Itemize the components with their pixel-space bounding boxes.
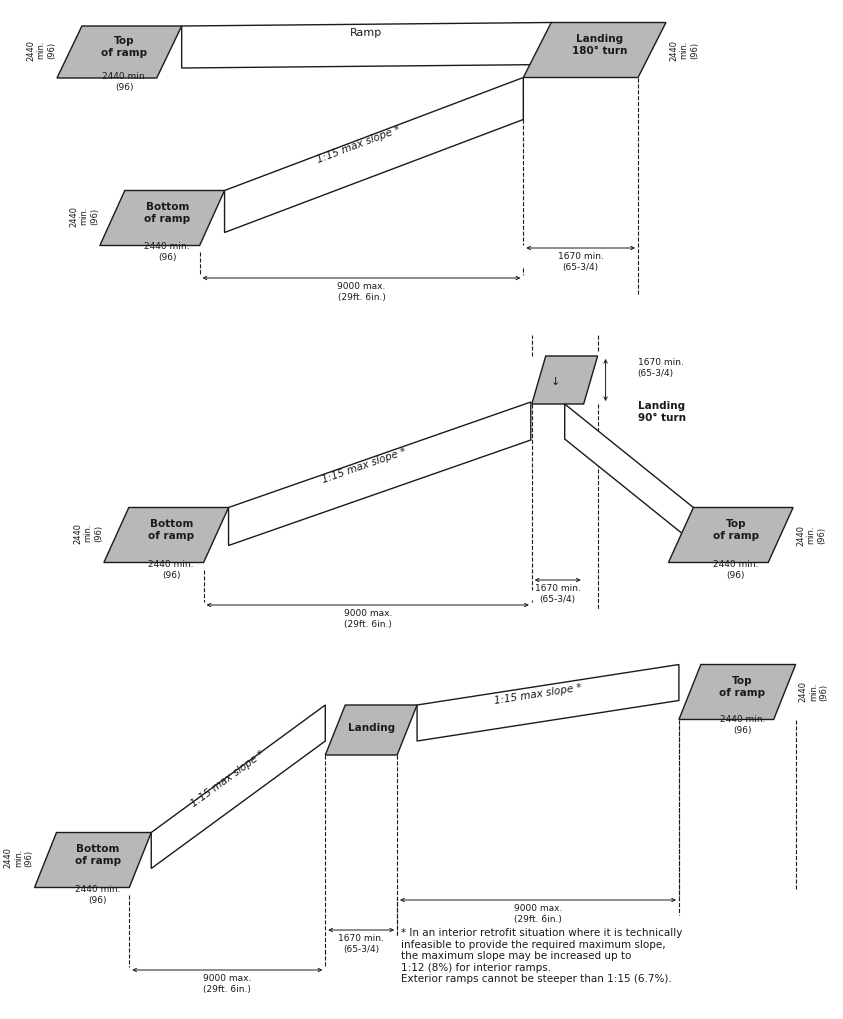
Text: Top
of ramp: Top of ramp xyxy=(712,520,759,541)
Polygon shape xyxy=(679,664,796,719)
Text: 9000 max.
(29ft. 6in.): 9000 max. (29ft. 6in.) xyxy=(514,904,562,923)
Text: Ramp: Ramp xyxy=(351,29,383,39)
Text: Landing
90° turn: Landing 90° turn xyxy=(637,401,685,423)
Polygon shape xyxy=(325,705,417,755)
Polygon shape xyxy=(532,356,598,404)
Text: 1670 min.
(65-3/4): 1670 min. (65-3/4) xyxy=(558,253,604,272)
Text: 2440
min.
(96): 2440 min. (96) xyxy=(69,206,99,226)
Polygon shape xyxy=(99,191,224,246)
Polygon shape xyxy=(104,507,228,562)
Text: 1670 min.
(65-3/4): 1670 min. (65-3/4) xyxy=(534,584,581,603)
Text: 9000 max.
(29ft. 6in.): 9000 max. (29ft. 6in.) xyxy=(337,282,385,302)
Polygon shape xyxy=(151,705,325,868)
Text: ↓: ↓ xyxy=(551,377,561,387)
Text: 1:15 max slope *: 1:15 max slope * xyxy=(321,446,408,485)
Polygon shape xyxy=(417,664,679,741)
Text: 1:15 max slope *: 1:15 max slope * xyxy=(316,124,402,165)
Text: 9000 max.
(29ft. 6in.): 9000 max. (29ft. 6in.) xyxy=(203,974,251,994)
Text: Bottom
of ramp: Bottom of ramp xyxy=(75,844,121,866)
Text: 2440 min.
(96): 2440 min. (96) xyxy=(101,72,147,92)
Text: 2440
min.
(96): 2440 min. (96) xyxy=(796,525,826,545)
Text: * In an interior retrofit situation where it is technically
infeasible to provid: * In an interior retrofit situation wher… xyxy=(401,928,683,984)
Text: Top
of ramp: Top of ramp xyxy=(101,37,148,58)
Text: 9000 max.
(29ft. 6in.): 9000 max. (29ft. 6in.) xyxy=(343,609,392,629)
Text: 1670 min.
(65-3/4): 1670 min. (65-3/4) xyxy=(338,934,384,954)
Text: 1:15 max slope *: 1:15 max slope * xyxy=(493,683,583,706)
Text: 2440
min.
(96): 2440 min. (96) xyxy=(3,848,34,868)
Text: 2440 min.
(96): 2440 min. (96) xyxy=(75,886,121,905)
Text: 1:15 max slope *: 1:15 max slope * xyxy=(190,749,267,809)
Polygon shape xyxy=(524,22,666,77)
Text: Top
of ramp: Top of ramp xyxy=(719,677,765,698)
Polygon shape xyxy=(228,403,531,545)
Text: 2440 min.
(96): 2440 min. (96) xyxy=(720,715,765,735)
Polygon shape xyxy=(57,26,181,78)
Polygon shape xyxy=(565,404,694,542)
Polygon shape xyxy=(181,22,551,68)
Text: 2440
min.
(96): 2440 min. (96) xyxy=(798,682,829,702)
Text: 2440 min.
(96): 2440 min. (96) xyxy=(713,560,759,580)
Text: 1670 min.
(65-3/4): 1670 min. (65-3/4) xyxy=(637,359,684,378)
Text: Landing
180° turn: Landing 180° turn xyxy=(572,35,627,56)
Text: 2440 min.
(96): 2440 min. (96) xyxy=(144,243,190,262)
Text: 2440 min.
(96): 2440 min. (96) xyxy=(148,560,194,580)
Polygon shape xyxy=(35,833,151,888)
Polygon shape xyxy=(224,77,524,232)
Text: Bottom
of ramp: Bottom of ramp xyxy=(144,202,191,224)
Text: 2440
min.
(96): 2440 min. (96) xyxy=(669,40,699,60)
Text: 2440
min.
(96): 2440 min. (96) xyxy=(26,40,56,60)
Polygon shape xyxy=(668,507,793,562)
Text: 2440
min.
(96): 2440 min. (96) xyxy=(73,523,103,543)
Text: Bottom
of ramp: Bottom of ramp xyxy=(148,520,194,541)
Text: Landing: Landing xyxy=(347,723,395,733)
